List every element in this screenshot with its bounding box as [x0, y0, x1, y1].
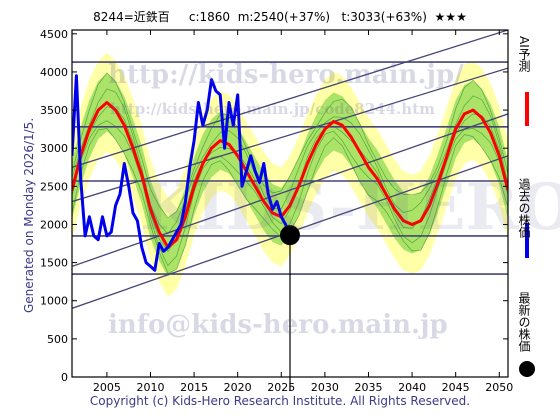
copyright-footer: Copyright (c) Kids-Hero Research Institu…	[89, 394, 471, 408]
stock-title: 8244=近鉄百	[93, 10, 170, 24]
rating-stars: ★★★	[434, 10, 467, 24]
plot-frame	[71, 29, 509, 378]
trend-line	[72, 67, 508, 203]
y-tick-label: 4000	[40, 66, 68, 79]
x-tick-label: 2045	[442, 381, 470, 394]
x-tick-label: 2030	[311, 381, 339, 394]
y-tick-label: 3500	[40, 104, 68, 117]
y-tick-label: 2000	[40, 218, 68, 231]
x-tick-label: 2020	[224, 381, 252, 394]
watermark-brand: KIDS-HERO	[140, 170, 560, 245]
watermark-email: info@kids-hero.main.jp	[108, 310, 448, 340]
x-tick-label: 2025	[267, 381, 295, 394]
ai-forecast-line	[72, 101, 508, 249]
legend-past-price-label: 過去の株価	[517, 178, 531, 238]
legend-latest-price-label: 最新の株価	[517, 292, 531, 352]
chart-header: 8244=近鉄百 c:1860 m:2540(+37%) t:3033(+63%…	[0, 8, 560, 25]
target-price: t:3033(+63%)	[341, 10, 427, 24]
scenario-line	[72, 72, 508, 219]
legend-latest-price-swatch	[519, 361, 535, 377]
watermark-url-top: http://kids-hero.main.jp/	[108, 60, 464, 90]
median-price: m:2540(+37%)	[237, 10, 331, 24]
legend-ai-forecast-label: AI予測	[517, 36, 531, 72]
x-tick-label: 2035	[354, 381, 382, 394]
x-tick-label: 2050	[485, 381, 513, 394]
y-tick-label: 500	[47, 333, 68, 346]
x-tick-label: 2005	[93, 381, 121, 394]
y-tick-label: 4500	[40, 28, 68, 41]
trend-line	[72, 113, 508, 268]
generated-date: Generated on Monday 2026/1/5.	[22, 117, 36, 313]
y-tick-label: 2500	[40, 180, 68, 193]
past-price-line	[72, 74, 292, 272]
scenario-line	[72, 120, 508, 267]
x-tick-label: 2015	[180, 381, 208, 394]
trend-line	[72, 30, 508, 168]
latest-price-marker	[280, 225, 300, 246]
y-tick-label: 0	[61, 371, 68, 384]
x-tick-label: 2010	[136, 381, 164, 394]
y-tick-label: 1500	[40, 257, 68, 270]
y-tick-label: 1000	[40, 295, 68, 308]
x-tick-label: 2040	[398, 381, 426, 394]
y-tick-label: 3000	[40, 142, 68, 155]
current-price: c:1860	[188, 10, 231, 24]
watermark-url-mid: http://kids-hero.main.jp/code8244.htm	[110, 100, 435, 118]
